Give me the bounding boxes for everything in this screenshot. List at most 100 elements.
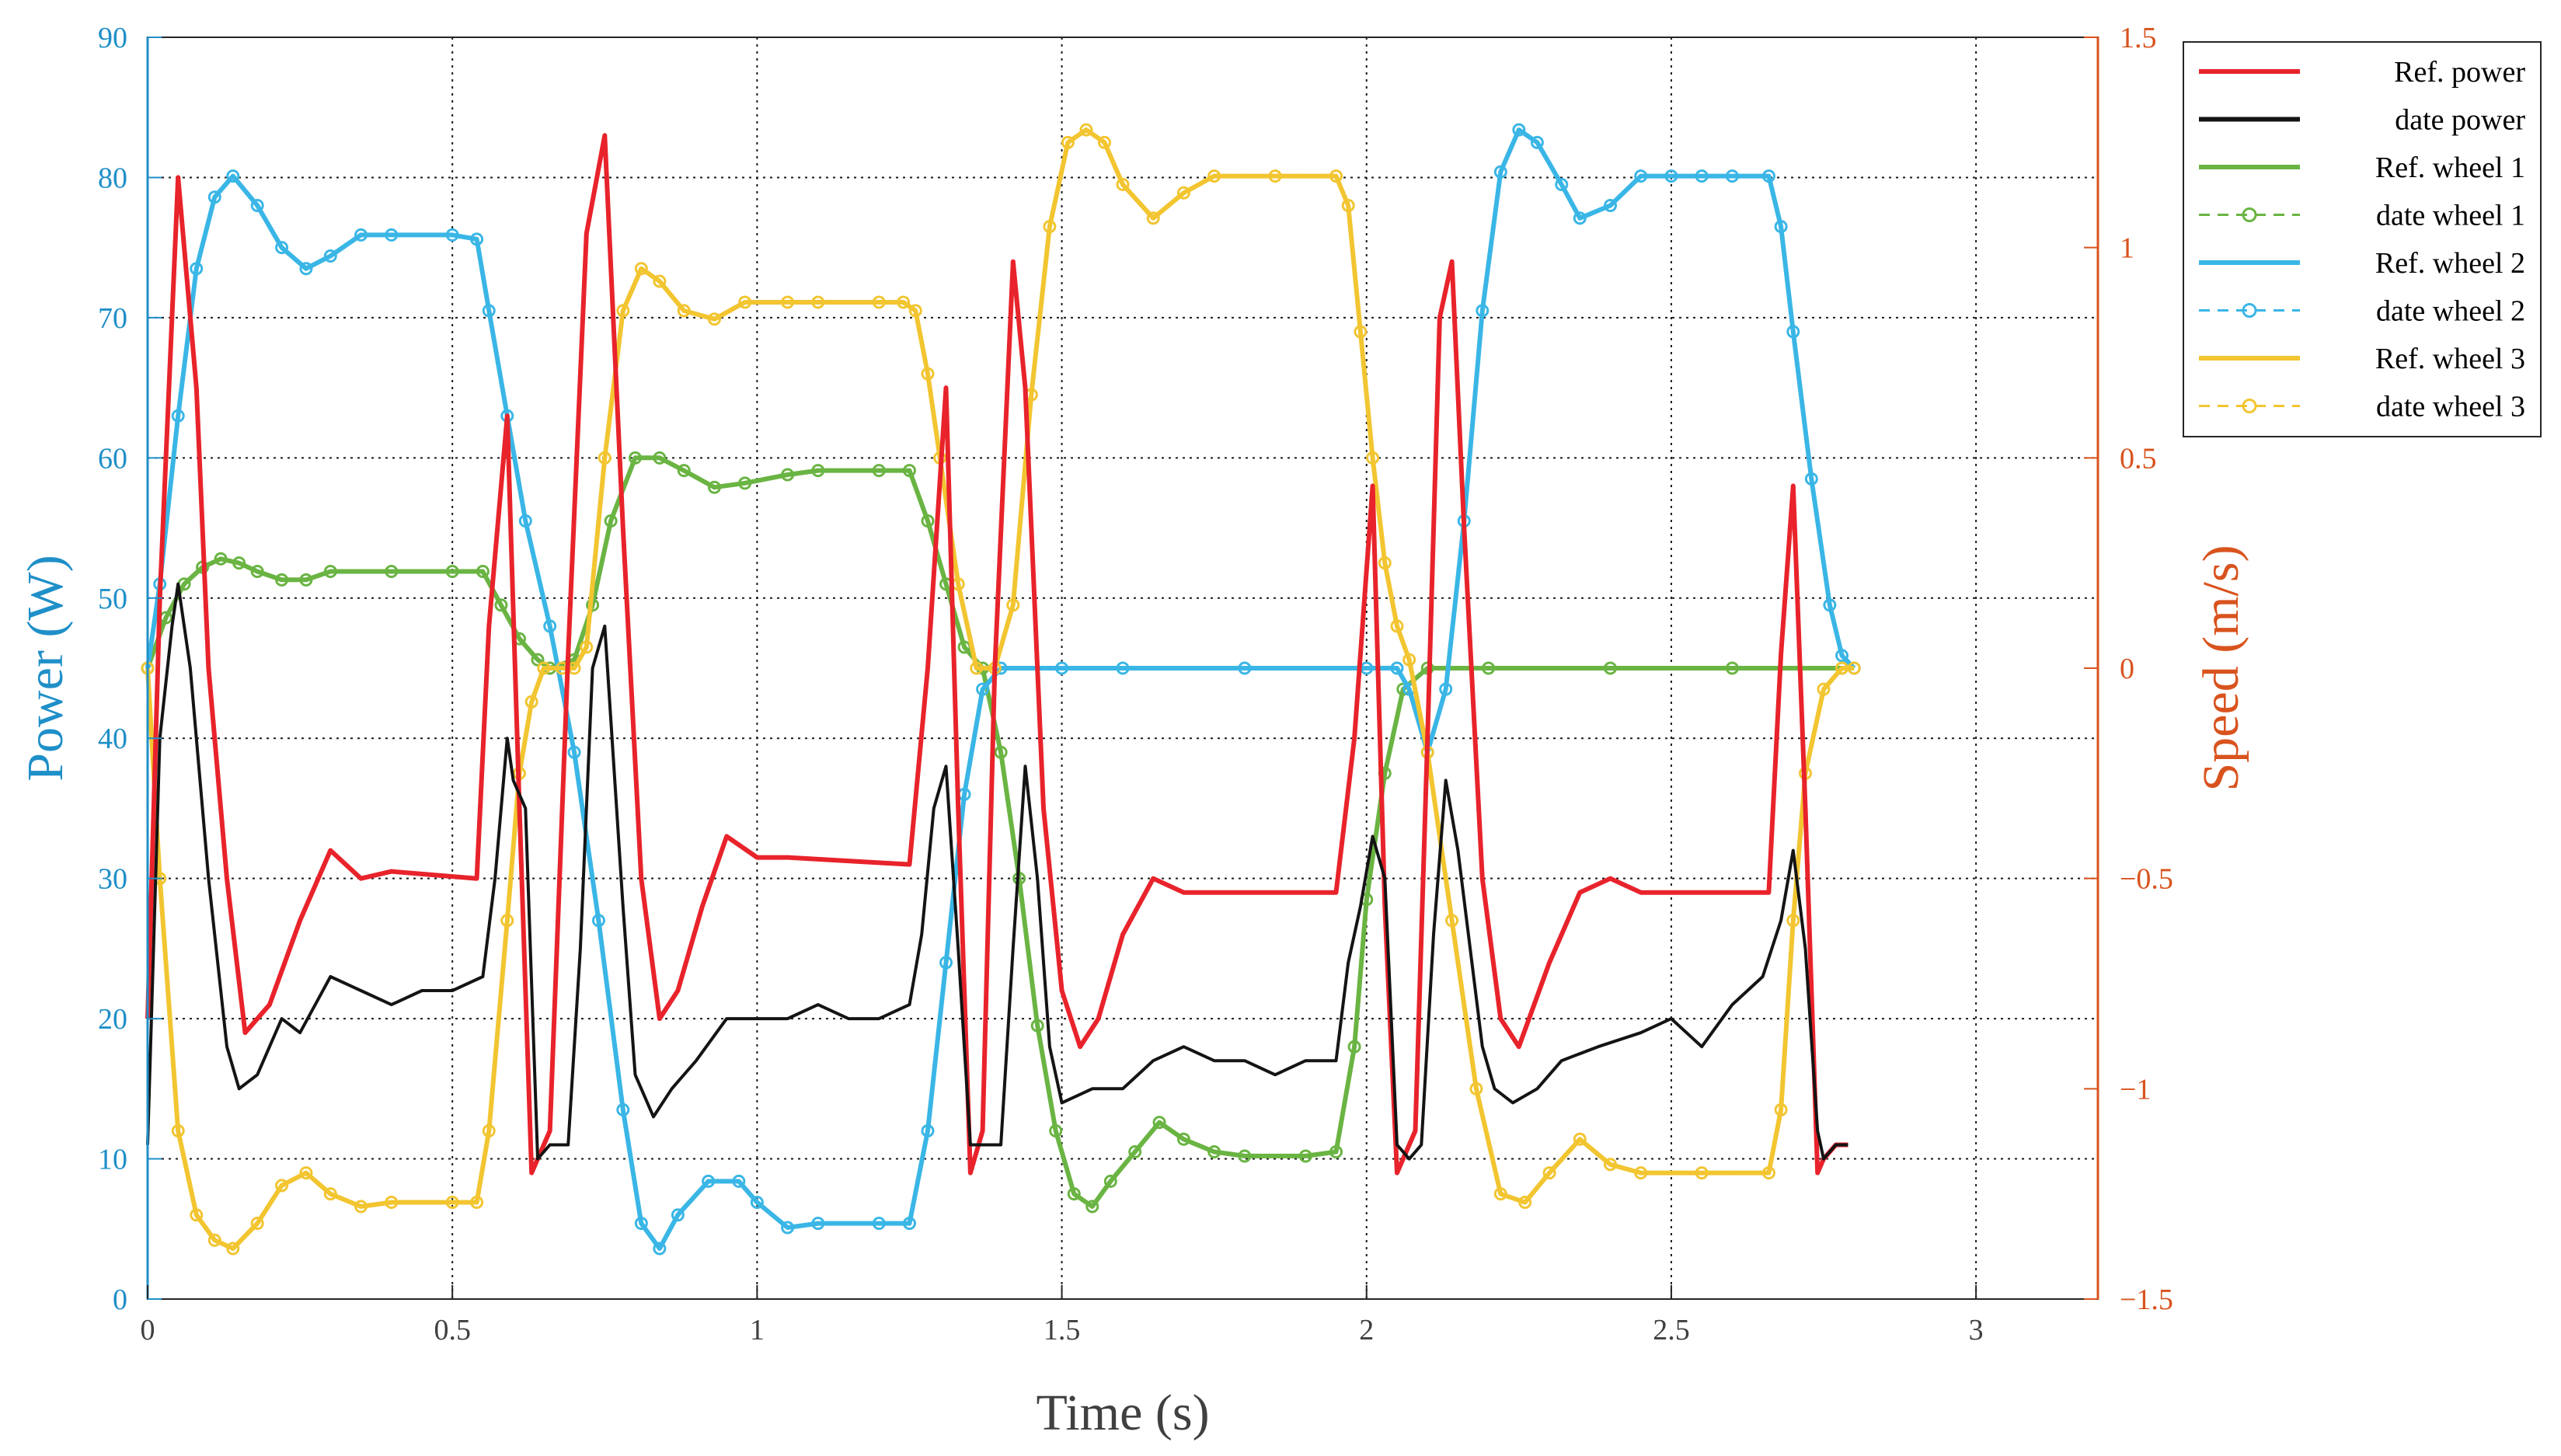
data-point [385,564,399,578]
data-point [1493,165,1507,179]
data-point [702,1174,716,1188]
data-point [616,304,630,318]
data-point [1049,1123,1063,1137]
data-point [732,1174,746,1188]
x-tick-label: 0.5 [434,1314,471,1346]
data-point [970,661,984,675]
data-point [908,304,922,318]
data-point [1390,619,1404,633]
data-point [781,1221,795,1235]
left-tick-label: 90 [98,22,127,54]
data-point [445,564,459,578]
data-point [1341,199,1355,213]
left-tick-label: 20 [98,1003,127,1036]
data-point [1329,169,1343,183]
data-point [1847,661,1861,675]
data-point [445,228,459,242]
data-point [707,312,721,326]
data-point [1469,1082,1483,1095]
left-tick-label: 60 [98,442,127,475]
data-point [476,564,490,578]
right-axis-title: Speed (m/s) [2193,545,2249,791]
series-ref-power [145,133,1848,1176]
data-point [567,745,581,759]
data-point [976,682,990,696]
data-point [653,451,667,465]
data-point [1103,1174,1117,1188]
right-tick-label: 1.5 [2120,22,2157,54]
data-point [1402,653,1416,667]
x-tick-label: 1.5 [1044,1314,1081,1346]
data-point [1542,1166,1556,1180]
data-point [1725,169,1739,183]
data-point [1128,1145,1142,1159]
data-point [299,573,313,587]
data-point [1634,1166,1648,1180]
data-point [811,464,825,478]
data-point [1695,169,1709,183]
legend-label: date power [2395,104,2525,137]
data-point [653,274,667,288]
right-tick-label: −0.5 [2120,863,2173,896]
data-point [902,464,916,478]
data-point [921,514,935,528]
data-point [1030,1019,1044,1033]
data-point [1439,682,1453,696]
data-point [1006,598,1020,612]
data-point [470,1195,484,1209]
data-point [921,1123,935,1137]
legend-marker [2242,399,2257,413]
legend-label: date wheel 2 [2376,295,2525,328]
left-tick-label: 40 [98,723,127,755]
data-point [1835,649,1849,663]
data-point [1067,1187,1081,1201]
x-tick-label: 1 [750,1314,765,1346]
data-point [354,1200,368,1214]
legend-label: Ref. wheel 2 [2375,247,2525,280]
left-axis-title: Power (W) [17,555,74,781]
data-point [1695,1166,1709,1180]
legend-item-ref-wheel-1: Ref. wheel 1 [2199,152,2525,184]
legend-item-date-wheel-2: date wheel 2 [2199,295,2525,328]
legend-item-date-wheel-1: date wheel 1 [2199,200,2525,232]
data-point [939,956,953,970]
data-point [1238,1149,1252,1163]
left-tick-label: 0 [113,1284,127,1316]
legend-label: Ref. power [2394,56,2525,89]
data-point [1725,661,1739,675]
data-point [872,464,886,478]
legend-label: Ref. wheel 1 [2375,152,2525,184]
data-point [591,914,605,928]
data-point [872,1217,886,1231]
data-point [634,1217,648,1231]
data-point [1664,169,1678,183]
data-point [750,1195,764,1209]
legend-marker [2242,207,2257,222]
data-point [482,1123,496,1137]
data-point [1176,186,1190,200]
data-point [470,232,484,246]
right-tick-label: 0 [2120,653,2134,685]
data-point [482,304,496,318]
series-line [146,582,1848,1161]
legend-item-date-power: date power [2199,104,2525,137]
legend-item-ref-power: Ref. power [2199,56,2525,89]
data-point [207,1233,221,1247]
data-point [1268,169,1282,183]
data-point [707,480,721,494]
data-point [1476,304,1490,318]
data-point [323,1187,337,1201]
data-point [445,1195,459,1209]
data-point [616,1102,630,1116]
data-point [275,1179,289,1193]
data-point [1079,123,1093,137]
data-point [1097,135,1111,149]
data-point [1482,661,1496,675]
x-tick-label: 0 [141,1314,155,1346]
series-line [146,128,1855,1250]
data-point [1116,661,1130,675]
data-point [190,262,204,276]
data-point [580,640,594,654]
data-point [1146,211,1160,225]
data-point [531,653,545,667]
